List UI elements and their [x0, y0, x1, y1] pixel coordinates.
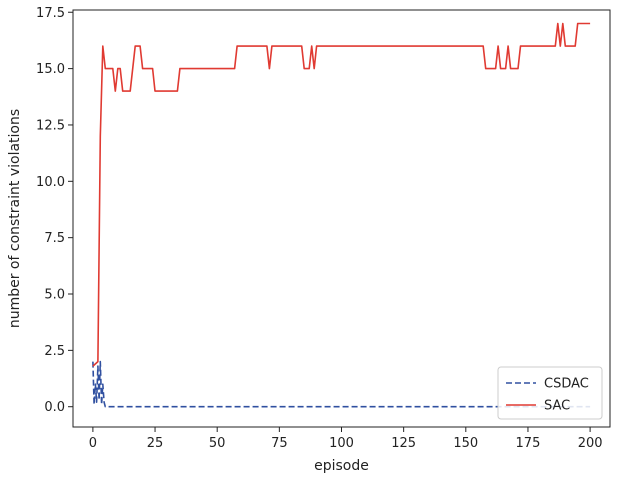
y-tick-label: 17.5 — [36, 6, 65, 21]
series-line-sac — [92, 22, 591, 367]
y-tick-label: 10.0 — [36, 175, 65, 190]
x-tick-label: 100 — [329, 436, 354, 451]
x-tick-label: 125 — [391, 436, 416, 451]
y-tick-label: 7.5 — [44, 231, 65, 246]
x-tick-label: 75 — [271, 436, 288, 451]
legend-label-sac: SAC — [544, 399, 570, 414]
x-tick-label: 0 — [89, 436, 97, 451]
y-tick-label: 5.0 — [44, 288, 65, 303]
y-axis: 0.0 2.5 5.0 7.5 10.0 12.5 15.0 17.5 — [36, 6, 73, 415]
plot-lines — [92, 22, 591, 408]
legend-box — [497, 366, 603, 420]
x-axis-label: episode — [314, 458, 369, 474]
series-line-csdac — [92, 360, 591, 408]
x-tick-label: 175 — [516, 436, 541, 451]
x-tick-label: 200 — [578, 436, 603, 451]
y-axis-label: number of constraint violations — [7, 109, 23, 328]
y-tick-label: 15.0 — [36, 62, 65, 77]
legend: CSDAC SAC — [497, 366, 603, 420]
x-tick-label: 50 — [209, 436, 226, 451]
y-tick-label: 0.0 — [44, 400, 65, 415]
y-tick-label: 2.5 — [44, 344, 65, 359]
x-tick-label: 150 — [453, 436, 478, 451]
y-tick-label: 12.5 — [36, 118, 65, 133]
legend-label-csdac: CSDAC — [544, 377, 589, 392]
x-tick-label: 25 — [147, 436, 164, 451]
x-axis: 0 25 50 75 100 125 150 175 200 — [89, 427, 603, 451]
